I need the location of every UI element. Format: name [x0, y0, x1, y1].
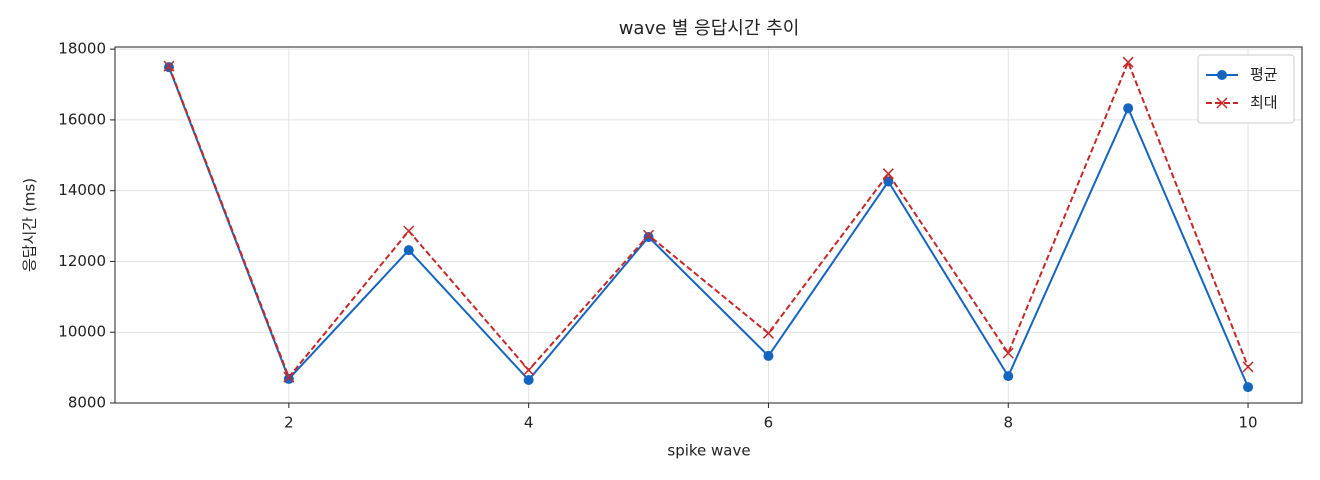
legend-label: 최대 [1250, 94, 1278, 112]
y-tick-label: 8000 [68, 394, 106, 412]
marker [882, 168, 894, 180]
y-tick-label: 12000 [58, 252, 106, 270]
legend-marker [1217, 70, 1227, 80]
legend-marker [1216, 97, 1228, 109]
y-tick-label: 14000 [58, 181, 106, 199]
marker [283, 371, 295, 383]
legend-label: 평균 [1250, 66, 1278, 84]
x-tick-label: 6 [764, 414, 774, 432]
marker [1123, 103, 1134, 114]
x-tick-label: 4 [524, 414, 534, 432]
marker [403, 225, 415, 237]
marker [523, 364, 535, 376]
y-axis-label: 응답시간 (ms) [21, 178, 39, 272]
marker [1003, 371, 1014, 382]
marker [163, 60, 175, 72]
x-tick-label: 8 [1003, 414, 1013, 432]
chart-title: wave 별 응답시간 추이 [619, 18, 800, 39]
marker [762, 327, 774, 339]
marker [403, 245, 414, 256]
line [168, 59, 1249, 380]
legend-box [1197, 54, 1295, 124]
line [168, 66, 1249, 388]
x-tick-label: 2 [284, 414, 294, 432]
marker [763, 350, 774, 361]
marker [643, 232, 654, 243]
y-tick-label: 16000 [58, 110, 106, 128]
x-axis-label: spike wave [667, 442, 750, 460]
marker [1002, 347, 1014, 359]
marker [1243, 382, 1254, 393]
marker [643, 229, 655, 241]
y-tick-label: 18000 [58, 40, 106, 58]
marker [283, 373, 294, 384]
x-tick-label: 10 [1238, 414, 1257, 432]
y-tick-label: 10000 [58, 323, 106, 341]
marker [1242, 361, 1254, 373]
plot-frame [114, 46, 1303, 404]
marker [1122, 56, 1134, 68]
marker [523, 374, 534, 385]
